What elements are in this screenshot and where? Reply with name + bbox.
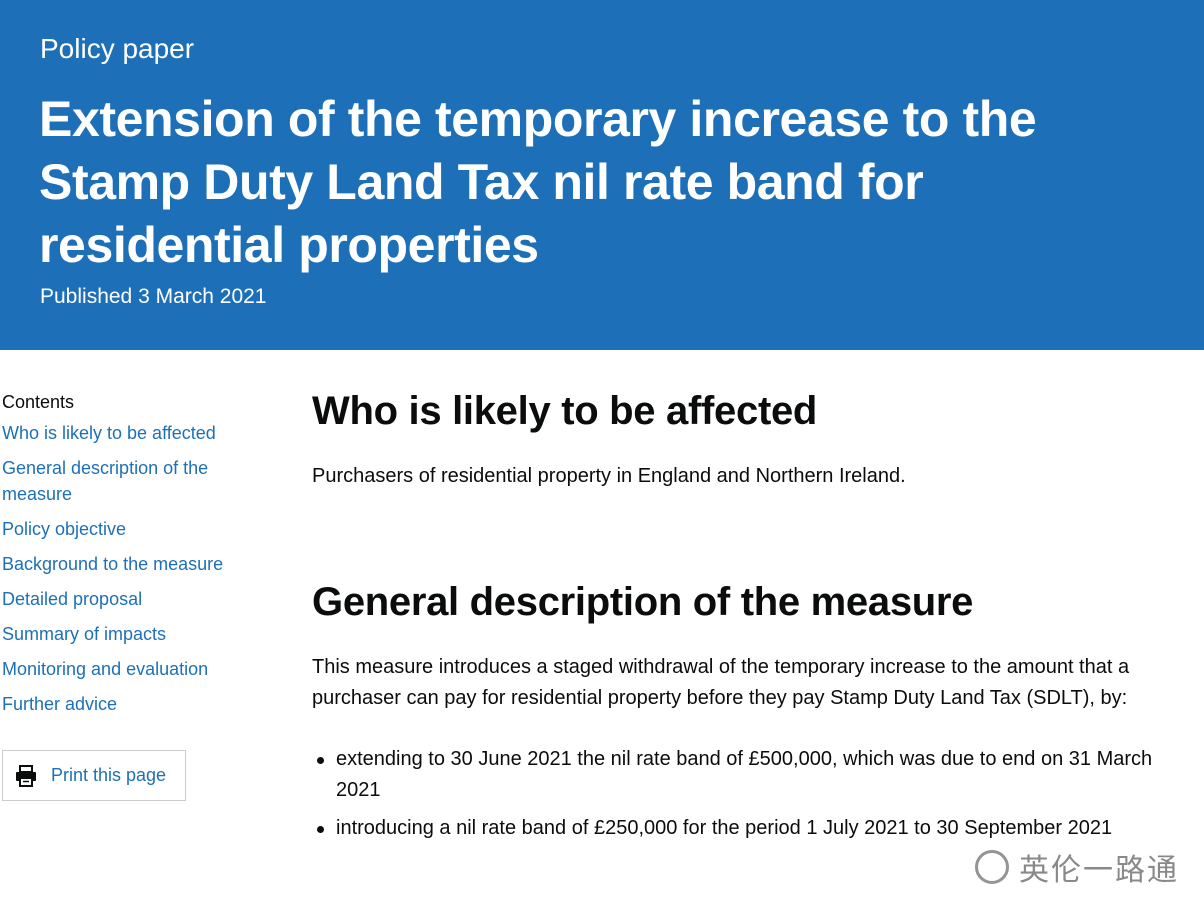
- watermark-logo-icon: [975, 850, 1009, 884]
- section-who-is-affected: Who is likely to be affected Purchasers …: [312, 385, 1202, 492]
- watermark: 英伦一路通: [975, 845, 1179, 889]
- contents-sidebar: Contents Who is likely to be affected Ge…: [2, 390, 272, 801]
- print-page-button[interactable]: Print this page: [2, 750, 186, 801]
- section-heading: Who is likely to be affected: [312, 389, 818, 433]
- toc-link-background[interactable]: Background to the measure: [2, 554, 224, 574]
- toc-link-detailed-proposal[interactable]: Detailed proposal: [2, 589, 143, 609]
- watermark-text: 英伦一路通: [1019, 853, 1179, 888]
- toc-link-summary-of-impacts[interactable]: Summary of impacts: [2, 624, 167, 644]
- measure-list: extending to 30 June 2021 the nil rate b…: [312, 744, 1202, 844]
- contents-list: Who is likely to be affected General des…: [2, 420, 272, 717]
- list-item: extending to 30 June 2021 the nil rate b…: [312, 744, 1197, 806]
- document-type: Policy paper: [40, 33, 195, 64]
- toc-link-who-is-affected[interactable]: Who is likely to be affected: [2, 423, 216, 443]
- main-content: Who is likely to be affected Purchasers …: [312, 385, 1202, 851]
- section-body: This measure introduces a staged withdra…: [312, 656, 1130, 709]
- section-heading: General description of the measure: [312, 580, 974, 624]
- section-general-description: General description of the measure This …: [312, 576, 1202, 844]
- toc-link-monitoring[interactable]: Monitoring and evaluation: [2, 659, 209, 679]
- printer-icon: [15, 764, 37, 787]
- page-header: Policy paper Extension of the temporary …: [0, 0, 1204, 350]
- section-body: Purchasers of residential property in En…: [312, 465, 906, 487]
- toc-link-further-advice[interactable]: Further advice: [2, 694, 118, 714]
- print-page-label: Print this page: [51, 765, 167, 785]
- toc-link-general-description[interactable]: General description of the measure: [2, 458, 209, 504]
- contents-heading: Contents: [2, 392, 75, 412]
- page-title: Extension of the temporary increase to t…: [39, 91, 1037, 273]
- toc-link-policy-objective[interactable]: Policy objective: [2, 519, 127, 539]
- list-item: introducing a nil rate band of £250,000 …: [312, 813, 1197, 844]
- published-date: Published 3 March 2021: [40, 285, 267, 308]
